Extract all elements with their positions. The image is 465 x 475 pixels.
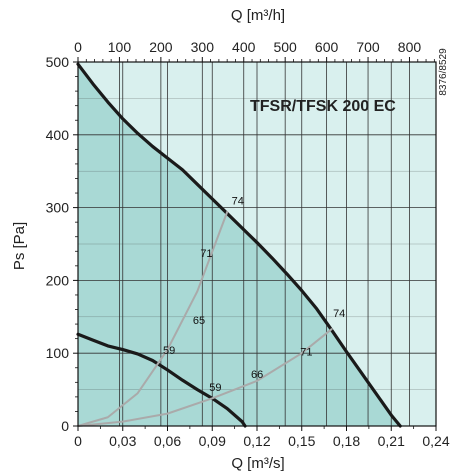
curve-annotation: 74 [333,308,345,320]
curve-annotation: 71 [200,248,212,260]
x2-tick-label: 600 [315,39,339,55]
system-curve-line-2 [77,210,229,427]
x2-tick-label: 500 [273,39,297,55]
grid [78,62,436,426]
x-tick-label: 0,24 [422,433,449,449]
x2-tick-label: 400 [232,39,256,55]
x-tick-label: 0,18 [333,433,360,449]
x2-tick-label: 200 [149,39,173,55]
curve-annotation: 65 [193,315,205,327]
x-tick-label: 0,15 [288,433,315,449]
curve-annotation: 74 [232,196,244,208]
max-curve-line-0 [76,62,402,428]
curve-annotation: 71 [300,346,312,358]
x-tick-label: 0,09 [199,433,226,449]
x-axis-title: Q [m³/s] [231,455,284,472]
x2-axis-title: Q [m³/h] [231,7,285,24]
y-tick-label: 0 [61,418,69,434]
x2-tick-label: 100 [108,39,132,55]
y-tick-label: 200 [46,272,70,288]
y-tick-label: 400 [46,127,70,143]
x-tick-label: 0,12 [243,433,270,449]
y-axis-title: Ps [Pa] [11,222,28,270]
y-tick-label: 500 [46,54,70,70]
axes-group: 0 0,03 0,06 0,09 0,12 0,15 0,18 0,21 0,24 0 100 200… [46,39,450,449]
series-group [76,62,402,428]
x2-tick-label: 0 [74,39,82,55]
curve-annotation: 66 [251,369,263,381]
system-curve-line-3 [77,328,333,427]
x-tick-label: 0,03 [109,433,136,449]
y-tick-label: 100 [46,345,70,361]
x2-tick-label: 700 [356,39,380,55]
annotations-group: 74 71 65 59 74 71 66 59 [163,196,345,394]
x2-tick-label: 800 [398,39,422,55]
x-tick-label: 0 [74,433,82,449]
chart-title: TFSR/TFSK 200 EC [250,98,396,115]
curve-annotation: 59 [209,382,221,394]
x-tick-label: 0,06 [154,433,181,449]
operating-area-fill [78,64,401,427]
min-curve-line-1 [76,332,247,428]
curve-annotation: 59 [163,345,175,357]
y-tick-label: 300 [46,200,70,216]
x-tick-label: 0,21 [378,433,405,449]
x2-tick-label: 300 [191,39,215,55]
diagram-code-label: 8376/8529 [438,48,449,96]
